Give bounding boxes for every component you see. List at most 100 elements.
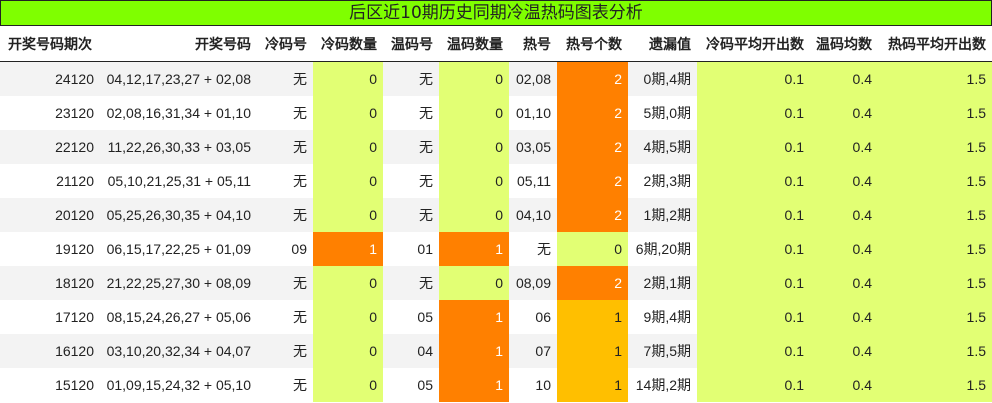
cell-omission: 2期,3期 xyxy=(628,164,697,198)
cell-hot-average: 1.5 xyxy=(878,300,992,334)
table-row: 24120 04,12,17,23,27 + 02,08 无 0 无 0 02,08 2 0期,… xyxy=(0,61,992,96)
cell-hot-numbers: 07 xyxy=(509,334,557,368)
cell-hot-count: 2 xyxy=(557,130,628,164)
cell-hot-average: 1.5 xyxy=(878,198,992,232)
column-header-warm-numbers: 温码号 xyxy=(383,26,439,62)
cell-omission: 2期,1期 xyxy=(628,266,697,300)
cell-cold-average: 0.1 xyxy=(697,198,810,232)
cell-hot-numbers: 06 xyxy=(509,300,557,334)
table-row: 17120 08,15,24,26,27 + 05,06 无 0 05 1 06 1 9期,4期… xyxy=(0,300,992,334)
cell-warm-average: 0.4 xyxy=(810,232,878,266)
cell-omission: 14期,2期 xyxy=(628,368,697,402)
cell-draw-numbers: 06,15,17,22,25 + 01,09 xyxy=(100,232,257,266)
cell-issue: 24120 xyxy=(0,61,100,96)
cell-cold-count: 0 xyxy=(313,164,383,198)
cell-warm-average: 0.4 xyxy=(810,96,878,130)
cell-hot-average: 1.5 xyxy=(878,368,992,402)
cell-cold-count: 0 xyxy=(313,334,383,368)
column-header-hot-average: 热码平均开出数 xyxy=(878,26,992,62)
column-header-cold-numbers: 冷码号 xyxy=(257,26,313,62)
cell-cold-numbers: 无 xyxy=(257,164,313,198)
cell-cold-count: 1 xyxy=(313,232,383,266)
cell-omission: 5期,0期 xyxy=(628,96,697,130)
cell-issue: 20120 xyxy=(0,198,100,232)
column-header-hot-numbers: 热号 xyxy=(509,26,557,62)
cell-cold-count: 0 xyxy=(313,96,383,130)
table-row: 22120 11,22,26,30,33 + 03,05 无 0 无 0 03,05 2 4期,… xyxy=(0,130,992,164)
cell-warm-numbers: 04 xyxy=(383,334,439,368)
cell-warm-count: 1 xyxy=(439,232,509,266)
column-header-hot-count: 热号个数 xyxy=(557,26,628,62)
cell-hot-average: 1.5 xyxy=(878,334,992,368)
cell-warm-average: 0.4 xyxy=(810,130,878,164)
cell-cold-average: 0.1 xyxy=(697,164,810,198)
cell-hot-numbers: 05,11 xyxy=(509,164,557,198)
cell-hot-count: 1 xyxy=(557,334,628,368)
cell-hot-count: 2 xyxy=(557,164,628,198)
cell-issue: 21120 xyxy=(0,164,100,198)
cell-hot-numbers: 02,08 xyxy=(509,61,557,96)
cell-hot-numbers: 04,10 xyxy=(509,198,557,232)
cell-cold-average: 0.1 xyxy=(697,266,810,300)
cell-draw-numbers: 05,25,26,30,35 + 04,10 xyxy=(100,198,257,232)
cell-warm-count: 1 xyxy=(439,300,509,334)
cell-hot-numbers: 01,10 xyxy=(509,96,557,130)
cell-cold-count: 0 xyxy=(313,266,383,300)
cell-hot-count: 2 xyxy=(557,96,628,130)
cell-warm-average: 0.4 xyxy=(810,300,878,334)
cell-warm-average: 0.4 xyxy=(810,164,878,198)
cell-omission: 0期,4期 xyxy=(628,61,697,96)
cell-issue: 22120 xyxy=(0,130,100,164)
cell-warm-numbers: 无 xyxy=(383,96,439,130)
cell-cold-average: 0.1 xyxy=(697,61,810,96)
cell-warm-average: 0.4 xyxy=(810,61,878,96)
cell-hot-numbers: 无 xyxy=(509,232,557,266)
cell-warm-numbers: 无 xyxy=(383,61,439,96)
cell-warm-count: 0 xyxy=(439,266,509,300)
cell-cold-numbers: 无 xyxy=(257,61,313,96)
column-header-warm-count: 温码数量 xyxy=(439,26,509,62)
analysis-table: 开奖号码期次 开奖号码 冷码号 冷码数量 温码号 温码数量 热号 热号个数 遗漏值 冷码平均开出数… xyxy=(0,26,992,402)
cell-hot-count: 1 xyxy=(557,368,628,402)
cell-issue: 19120 xyxy=(0,232,100,266)
cell-hot-average: 1.5 xyxy=(878,266,992,300)
cell-issue: 18120 xyxy=(0,266,100,300)
cell-hot-average: 1.5 xyxy=(878,96,992,130)
cell-cold-average: 0.1 xyxy=(697,130,810,164)
table-row: 21120 05,10,21,25,31 + 05,11 无 0 无 0 05,11 2 2期,… xyxy=(0,164,992,198)
table-row: 19120 06,15,17,22,25 + 01,09 09 1 01 1 无 0 6期,20… xyxy=(0,232,992,266)
cell-warm-average: 0.4 xyxy=(810,198,878,232)
column-header-cold-count: 冷码数量 xyxy=(313,26,383,62)
cell-omission: 1期,2期 xyxy=(628,198,697,232)
cell-cold-numbers: 无 xyxy=(257,198,313,232)
table-title: 后区近10期历史同期冷温热码图表分析 xyxy=(0,0,992,26)
cell-issue: 17120 xyxy=(0,300,100,334)
cell-hot-average: 1.5 xyxy=(878,130,992,164)
cell-cold-numbers: 无 xyxy=(257,96,313,130)
cell-omission: 9期,4期 xyxy=(628,300,697,334)
cell-warm-count: 0 xyxy=(439,61,509,96)
cell-warm-count: 0 xyxy=(439,164,509,198)
cell-warm-numbers: 01 xyxy=(383,232,439,266)
cell-warm-numbers: 无 xyxy=(383,164,439,198)
cell-cold-count: 0 xyxy=(313,198,383,232)
cell-hot-numbers: 03,05 xyxy=(509,130,557,164)
table-row: 16120 03,10,20,32,34 + 04,07 无 0 04 1 07 1 7期,5期… xyxy=(0,334,992,368)
cell-cold-average: 0.1 xyxy=(697,232,810,266)
cell-cold-count: 0 xyxy=(313,300,383,334)
cell-warm-numbers: 05 xyxy=(383,300,439,334)
cell-warm-average: 0.4 xyxy=(810,334,878,368)
table-row: 20120 05,25,26,30,35 + 04,10 无 0 无 0 04,10 2 1期,… xyxy=(0,198,992,232)
cell-cold-average: 0.1 xyxy=(697,368,810,402)
cell-cold-numbers: 无 xyxy=(257,300,313,334)
cell-warm-count: 0 xyxy=(439,96,509,130)
cell-hot-count: 0 xyxy=(557,232,628,266)
cell-cold-numbers: 无 xyxy=(257,334,313,368)
cell-cold-numbers: 09 xyxy=(257,232,313,266)
cell-hot-count: 2 xyxy=(557,61,628,96)
cell-draw-numbers: 01,09,15,24,32 + 05,10 xyxy=(100,368,257,402)
cell-hot-count: 2 xyxy=(557,198,628,232)
cell-warm-count: 0 xyxy=(439,198,509,232)
cell-cold-count: 0 xyxy=(313,130,383,164)
cell-warm-average: 0.4 xyxy=(810,368,878,402)
